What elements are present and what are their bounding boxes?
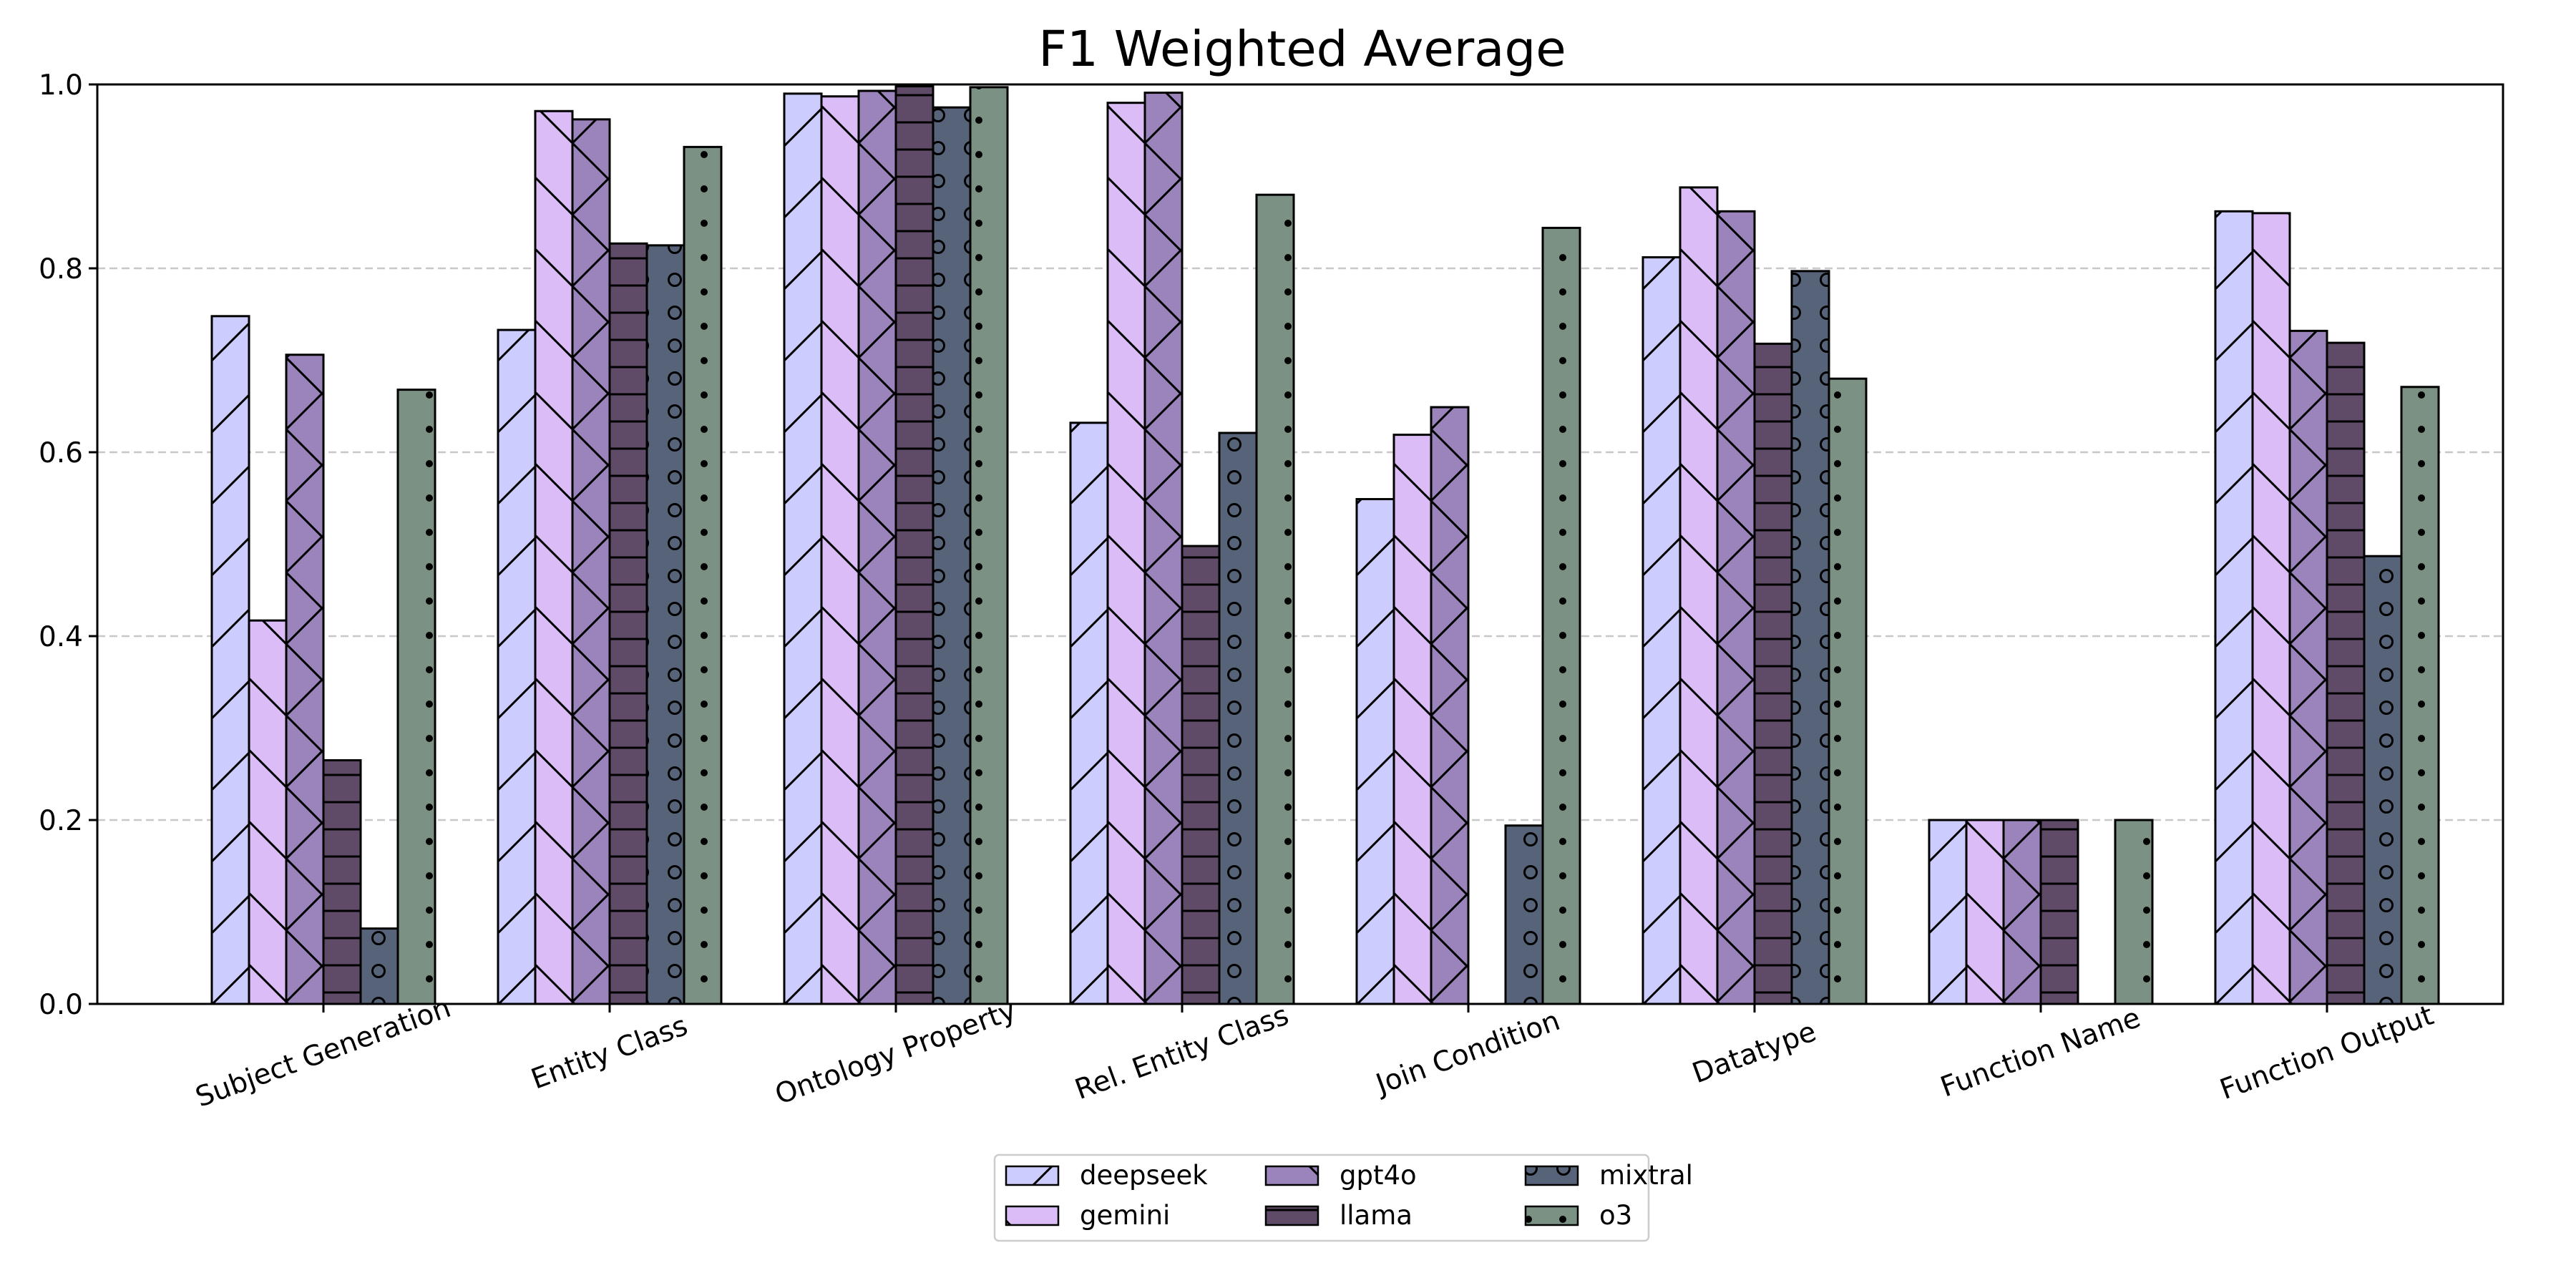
bar-llama bbox=[2326, 341, 2366, 1005]
bar-llama bbox=[894, 85, 935, 1005]
bar-o3 bbox=[2114, 819, 2154, 1005]
x-tick-label: Datatype bbox=[1688, 1015, 1820, 1090]
legend-label-deepseek: deepseek bbox=[1080, 1160, 1208, 1191]
y-tick-label: 0.0 bbox=[39, 989, 83, 1021]
y-tick-label: 0.8 bbox=[39, 253, 83, 286]
bar-mixtral bbox=[1790, 270, 1830, 1005]
bar-mixtral bbox=[932, 106, 972, 1005]
x-axis-ticks: Subject Generation Entity Class Ontology P… bbox=[191, 992, 2437, 1114]
bar-llama bbox=[322, 758, 362, 1005]
bar-mixtral bbox=[359, 927, 399, 1005]
bar-llama bbox=[2039, 819, 2079, 1005]
bar-gpt4o bbox=[857, 89, 897, 1005]
bar-gemini bbox=[248, 619, 288, 1005]
plot-frame bbox=[96, 83, 2504, 1005]
bar-gemini bbox=[1106, 102, 1146, 1005]
legend-label-gemini: gemini bbox=[1080, 1200, 1170, 1231]
x-tick-label: Function Output bbox=[2216, 999, 2438, 1106]
bar-deepseek bbox=[497, 328, 537, 1005]
bar-deepseek bbox=[1641, 256, 1682, 1005]
legend-swatch-llama bbox=[1264, 1205, 1319, 1226]
legend-box bbox=[993, 1153, 1650, 1242]
legend-swatch-gemini bbox=[1005, 1205, 1060, 1226]
bar-gemini bbox=[820, 95, 860, 1005]
bar-gemini bbox=[1679, 186, 1719, 1005]
bar-gpt4o bbox=[2002, 819, 2042, 1005]
bar-gemini bbox=[1392, 434, 1433, 1005]
x-tick-label: Function Name bbox=[1936, 1002, 2145, 1104]
bar-deepseek bbox=[783, 92, 823, 1005]
bars bbox=[210, 85, 2440, 1005]
legend-swatch-deepseek bbox=[1005, 1165, 1060, 1186]
legend: deepseek gemini gpt4o llama mixtral o3 bbox=[993, 1153, 1693, 1242]
bar-gemini bbox=[1965, 819, 2005, 1005]
bar-gpt4o bbox=[285, 353, 325, 1005]
bar-gpt4o bbox=[1143, 92, 1184, 1005]
bar-deepseek bbox=[1069, 421, 1109, 1005]
bar-deepseek bbox=[2214, 210, 2254, 1005]
bar-mixtral bbox=[645, 244, 686, 1005]
legend-label-mixtral: mixtral bbox=[1599, 1160, 1693, 1191]
y-axis-ticks: 0.0 0.2 0.4 0.6 0.8 1.0 bbox=[39, 69, 97, 1021]
bar-deepseek bbox=[1355, 498, 1395, 1005]
legend-swatch-gpt4o bbox=[1264, 1165, 1319, 1186]
y-tick-label: 0.4 bbox=[39, 621, 83, 653]
x-tick-label: Entity Class bbox=[527, 1010, 692, 1096]
legend-label-gpt4o: gpt4o bbox=[1340, 1160, 1417, 1191]
bar-o3 bbox=[1541, 226, 1581, 1005]
bar-o3 bbox=[683, 145, 723, 1005]
bar-gpt4o bbox=[571, 118, 611, 1005]
bar-deepseek bbox=[210, 315, 250, 1005]
bar-gemini bbox=[534, 109, 574, 1005]
y-tick-label: 0.2 bbox=[39, 805, 83, 837]
legend-swatch-o3 bbox=[1524, 1205, 1579, 1226]
legend-swatch-mixtral bbox=[1524, 1165, 1579, 1186]
grid-lines bbox=[97, 267, 2503, 821]
x-tick-label: Join Condition bbox=[1370, 1005, 1564, 1101]
bar-o3 bbox=[1255, 193, 1295, 1005]
bar-o3 bbox=[396, 389, 436, 1005]
bar-gpt4o bbox=[1716, 210, 1756, 1005]
legend-label-o3: o3 bbox=[1599, 1200, 1632, 1231]
bar-o3 bbox=[969, 86, 1009, 1005]
bar-gpt4o bbox=[2288, 329, 2328, 1005]
bar-gemini bbox=[2251, 212, 2291, 1005]
bar-llama bbox=[608, 242, 648, 1005]
chart-title: F1 Weighted Average bbox=[1038, 21, 1566, 78]
x-tick-label: Rel. Entity Class bbox=[1071, 999, 1293, 1106]
bar-o3 bbox=[1828, 377, 1868, 1005]
bar-gpt4o bbox=[1430, 406, 1470, 1005]
bar-mixtral bbox=[2363, 555, 2403, 1005]
legend-label-llama: llama bbox=[1340, 1200, 1413, 1231]
bar-o3 bbox=[2400, 386, 2440, 1005]
y-tick-label: 0.6 bbox=[39, 437, 83, 469]
bar-llama bbox=[1181, 545, 1221, 1005]
bar-mixtral bbox=[1504, 824, 1544, 1005]
bar-llama bbox=[1753, 342, 1793, 1005]
y-tick-label: 1.0 bbox=[39, 69, 83, 102]
bar-mixtral bbox=[1218, 431, 1258, 1005]
bar-deepseek bbox=[1928, 819, 1968, 1005]
